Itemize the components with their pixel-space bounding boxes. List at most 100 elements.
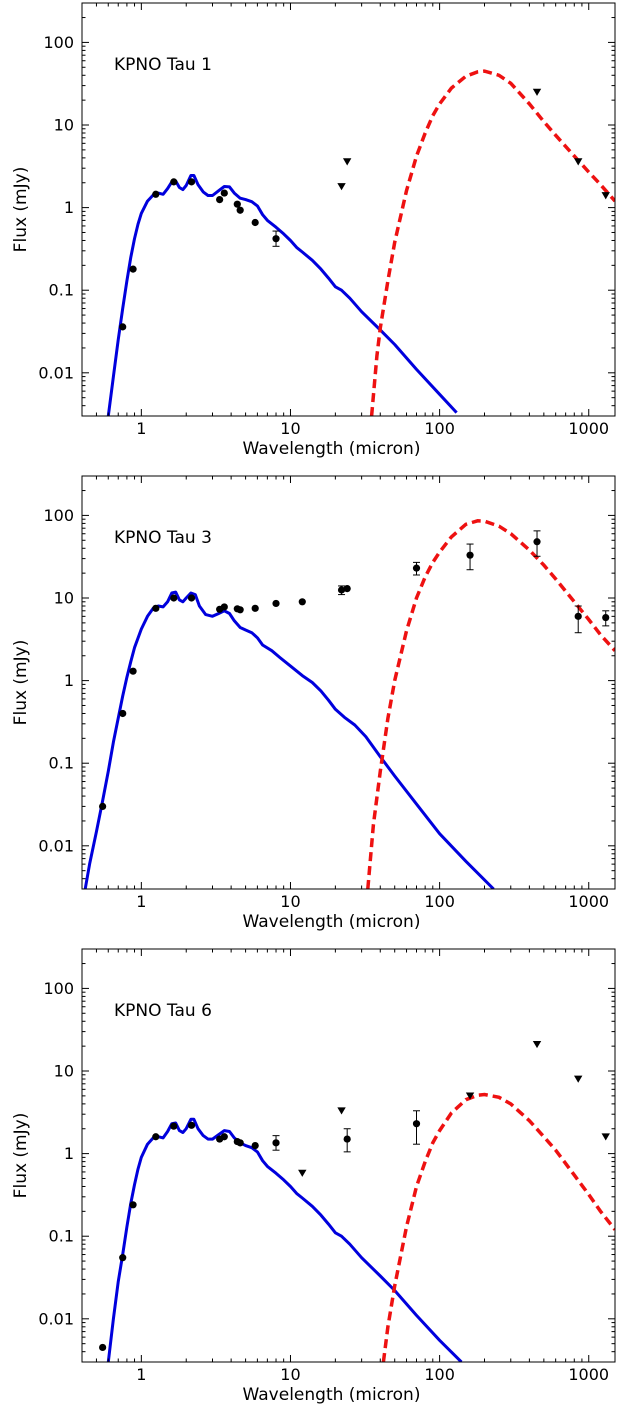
- detection-point: [236, 606, 244, 614]
- detection-point: [272, 235, 280, 243]
- detection-point: [99, 1343, 107, 1352]
- axes-frame: [81, 948, 616, 1363]
- error-bar: [413, 1110, 421, 1145]
- detection-point: [236, 1139, 244, 1147]
- upper-limit-marker: [532, 1041, 542, 1049]
- upper-limit-marker: [601, 192, 610, 200]
- detection-point: [170, 178, 178, 186]
- y-tick-label: 1: [64, 198, 74, 217]
- detection-point: [466, 551, 474, 559]
- detection-point: [220, 603, 228, 611]
- tick-marks: [81, 475, 615, 890]
- detection-point: [343, 584, 351, 593]
- detection-point: [337, 586, 346, 594]
- x-tick-label: 1000: [568, 419, 609, 438]
- y-tick-label: 1: [64, 671, 74, 690]
- upper-limit-marker: [601, 1133, 610, 1141]
- x-tick-label: 1: [136, 892, 146, 911]
- y-tick-label: 10: [54, 1062, 74, 1081]
- axes-frame: [81, 475, 616, 890]
- y-tick-label: 0.1: [49, 1227, 74, 1246]
- x-tick-label: 100: [424, 419, 455, 438]
- detection-point: [574, 612, 582, 620]
- panel-title: KPNO Tau 1: [114, 55, 212, 75]
- x-tick-label: 1: [136, 419, 146, 438]
- photosphere-model-line: [106, 1117, 463, 1362]
- detection-point: [129, 667, 137, 675]
- x-axis-label: Wavelength (micron): [243, 912, 421, 932]
- detection-point: [152, 190, 160, 198]
- detection-point: [220, 1133, 228, 1141]
- x-tick-label: 1000: [568, 892, 609, 911]
- upper-limit-marker: [574, 158, 583, 166]
- detection-point: [99, 802, 107, 811]
- detection-point: [272, 599, 280, 608]
- detection-point: [170, 1122, 178, 1130]
- panel-title: KPNO Tau 3: [114, 528, 212, 548]
- y-tick-label: 0.1: [49, 754, 74, 773]
- disk-model-line: [369, 69, 615, 416]
- detection-point: [251, 218, 259, 227]
- x-tick-label: 10: [280, 892, 300, 911]
- upper-limit-marker: [337, 1107, 346, 1115]
- y-tick-label: 100: [43, 33, 74, 52]
- x-tick-label: 10: [280, 1365, 300, 1384]
- detection-point: [272, 1139, 280, 1147]
- detection-point: [298, 598, 306, 606]
- panel-title: KPNO Tau 6: [114, 1001, 212, 1021]
- detection-point: [251, 604, 259, 612]
- y-tick-label: 0.01: [38, 1309, 74, 1328]
- x-tick-label: 100: [424, 892, 455, 911]
- detection-point: [343, 1135, 351, 1143]
- detection-point: [220, 189, 228, 197]
- detection-point: [119, 323, 127, 331]
- detection-point: [129, 265, 137, 273]
- x-tick-label: 1000: [568, 1365, 609, 1384]
- detection-point: [412, 564, 421, 572]
- detection-point: [251, 1142, 259, 1150]
- detection-point: [187, 594, 196, 602]
- detection-point: [170, 594, 178, 602]
- y-tick-label: 1: [64, 1144, 74, 1163]
- photosphere-model-line: [83, 590, 495, 889]
- detection-point: [129, 1201, 137, 1209]
- detection-point: [152, 1133, 160, 1141]
- detection-point: [152, 604, 160, 612]
- detection-point: [236, 206, 244, 214]
- upper-limit-marker: [574, 1075, 583, 1083]
- plot-area: [106, 69, 615, 416]
- upper-limit-marker: [337, 183, 346, 191]
- axes-frame: [81, 2, 616, 417]
- x-tick-label: 1: [136, 1365, 146, 1384]
- disk-model-line: [366, 519, 615, 889]
- photosphere-model-line: [106, 174, 458, 416]
- y-tick-label: 100: [43, 506, 74, 525]
- y-tick-label: 0.01: [38, 836, 74, 855]
- y-axis-label: Flux (mJy): [11, 1113, 31, 1199]
- y-tick-label: 10: [54, 116, 74, 135]
- detection-point: [216, 196, 224, 204]
- x-tick-label: 10: [280, 419, 300, 438]
- detection-point: [602, 613, 610, 622]
- disk-model-line: [381, 1092, 615, 1362]
- upper-limit-marker: [532, 88, 542, 96]
- x-tick-label: 100: [424, 1365, 455, 1384]
- detection-point: [119, 1254, 127, 1262]
- detection-point: [187, 178, 196, 186]
- upper-limit-marker: [465, 1092, 475, 1100]
- plot-area: [83, 519, 615, 889]
- tick-marks: [81, 948, 615, 1363]
- y-tick-label: 0.1: [49, 281, 74, 300]
- tick-marks: [81, 2, 615, 417]
- detection-point: [412, 1120, 421, 1128]
- x-axis-label: Wavelength (micron): [243, 439, 421, 459]
- y-axis-label: Flux (mJy): [11, 640, 31, 726]
- detection-point: [187, 1121, 196, 1129]
- upper-limit-marker: [342, 158, 352, 166]
- upper-limit-marker: [298, 1169, 307, 1177]
- detection-point: [533, 538, 541, 546]
